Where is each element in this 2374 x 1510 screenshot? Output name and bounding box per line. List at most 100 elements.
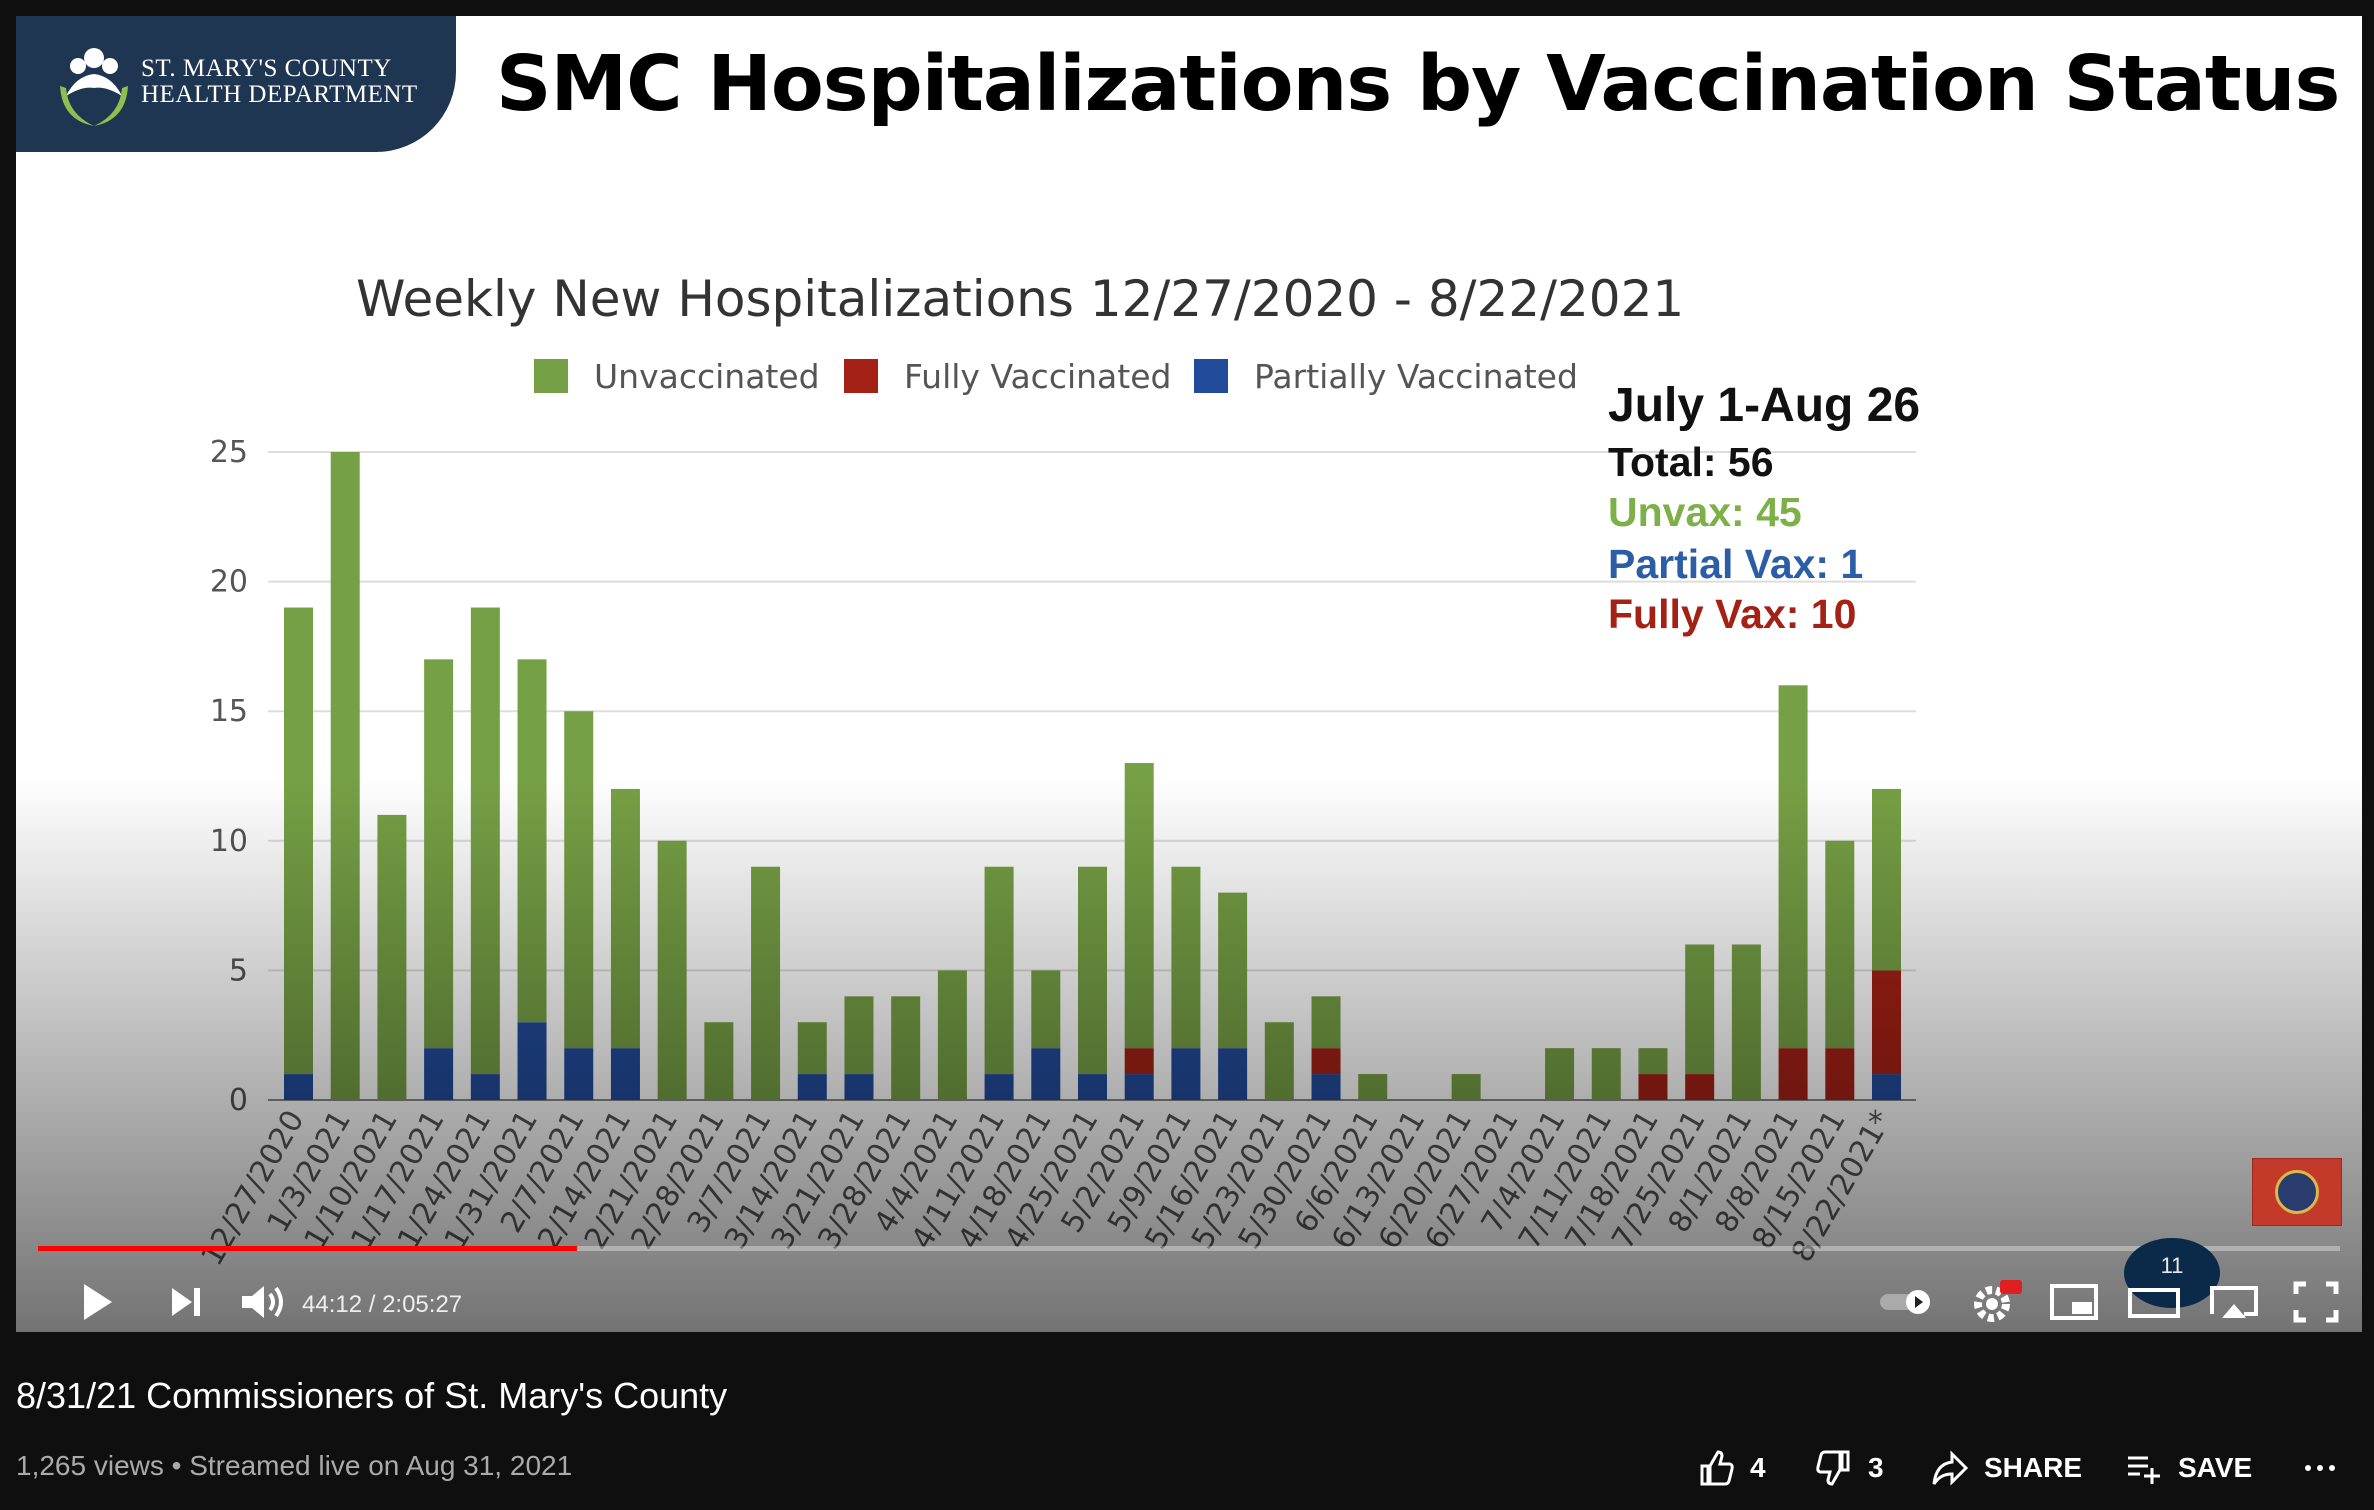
bar-partially-vaccinated <box>470 1074 500 1100</box>
bar-partially-vaccinated <box>424 1048 454 1100</box>
video-title: 8/31/21 Commissioners of St. Mary's Coun… <box>16 1375 728 1416</box>
bar-unvaccinated <box>610 788 640 1049</box>
annotation-fully: Fully Vax: 10 <box>1608 591 1856 637</box>
bar-unvaccinated <box>657 840 687 1100</box>
annotation-partial: Partial Vax: 1 <box>1608 541 1863 587</box>
chart-legend: Unvaccinated Fully Vaccinated Partially … <box>534 357 1578 396</box>
bar-unvaccinated <box>424 659 454 1049</box>
bar-unvaccinated <box>844 996 874 1075</box>
bar-unvaccinated <box>1171 866 1201 1049</box>
share-icon <box>1932 1450 1969 1486</box>
y-tick-label: 15 <box>210 694 248 729</box>
bar-unvaccinated <box>1545 1048 1575 1100</box>
y-tick-label: 5 <box>229 953 248 988</box>
bar-partially-vaccinated <box>1171 1048 1201 1100</box>
play-icon[interactable] <box>66 1272 126 1332</box>
bar-partially-vaccinated <box>517 1022 547 1100</box>
bar-partially-vaccinated <box>1078 1074 1107 1100</box>
theater-mode-icon[interactable] <box>2124 1272 2184 1332</box>
more-dots-icon <box>2305 1465 2335 1471</box>
health-department-logo: ST. MARY'S COUNTY HEALTH DEPARTMENT <box>16 16 456 152</box>
bar-unvaccinated <box>564 711 594 1049</box>
bar-fully-vaccinated <box>1825 1048 1855 1100</box>
hospitalizations-chart: Weekly New Hospitalizations 12/27/2020 -… <box>195 270 1920 1272</box>
legend-label-fully-vaccinated: Fully Vaccinated <box>904 357 1171 396</box>
bar-partially-vaccinated <box>1124 1074 1154 1100</box>
share-button[interactable]: SHARE <box>1930 1440 2082 1496</box>
bar-fully-vaccinated <box>1311 1048 1341 1075</box>
annotation-unvax: Unvax: 45 <box>1608 489 1802 535</box>
bar-unvaccinated <box>517 659 547 1023</box>
autoplay-toggle-icon[interactable] <box>1878 1272 1938 1332</box>
legend-swatch-fully-vaccinated <box>844 359 878 393</box>
bar-fully-vaccinated <box>1685 1074 1715 1100</box>
dislike-button[interactable]: 3 <box>1814 1440 1884 1496</box>
legend-swatch-partially-vaccinated <box>1194 359 1228 393</box>
bar-unvaccinated <box>1218 892 1248 1049</box>
bar-unvaccinated <box>1638 1048 1668 1075</box>
chapter-badge: 11 <box>2124 1238 2220 1308</box>
bar-partially-vaccinated <box>797 1074 827 1100</box>
save-button[interactable]: SAVE <box>2124 1440 2252 1496</box>
bar-unvaccinated <box>937 970 967 1100</box>
settings-icon[interactable] <box>1964 1272 2024 1332</box>
thumbs-down-icon <box>1816 1450 1850 1486</box>
dislike-count: 3 <box>1868 1452 1884 1483</box>
family-emblem-icon <box>60 48 128 126</box>
county-seal-icon <box>2275 1170 2319 1214</box>
add-to-playlist-icon <box>2128 1456 2160 1484</box>
bar-unvaccinated <box>704 1022 734 1100</box>
bar-unvaccinated <box>330 452 360 1100</box>
legend-label-partially-vaccinated: Partially Vaccinated <box>1254 357 1578 396</box>
bar-unvaccinated <box>797 1022 827 1075</box>
next-icon[interactable] <box>156 1272 216 1332</box>
cast-icon[interactable] <box>2204 1272 2264 1332</box>
fullscreen-icon[interactable] <box>2286 1272 2346 1332</box>
annotation-title: July 1-Aug 26 <box>1608 379 1920 432</box>
video-player[interactable]: ST. MARY'S COUNTY HEALTH DEPARTMENT SMC … <box>16 16 2362 1332</box>
bar-partially-vaccinated <box>984 1074 1014 1100</box>
bar-unvaccinated <box>1825 840 1855 1049</box>
video-meta: 1,265 views • Streamed live on Aug 31, 2… <box>16 1450 573 1481</box>
share-label: SHARE <box>1984 1452 2083 1483</box>
bar-fully-vaccinated <box>1778 1048 1808 1100</box>
chart-title: Weekly New Hospitalizations 12/27/2020 -… <box>356 270 1684 328</box>
bar-unvaccinated <box>284 607 313 1075</box>
legend-label-unvaccinated: Unvaccinated <box>594 357 820 396</box>
volume-icon[interactable] <box>232 1272 292 1332</box>
more-actions-button[interactable] <box>2300 1440 2340 1496</box>
like-button[interactable]: 4 <box>1696 1440 1766 1496</box>
bar-partially-vaccinated <box>284 1074 313 1100</box>
bar-unvaccinated <box>470 607 500 1075</box>
annotation-total: Total: 56 <box>1608 439 1774 485</box>
bar-partially-vaccinated <box>1872 1074 1901 1100</box>
logo-line-2: HEALTH DEPARTMENT <box>141 81 418 108</box>
bar-fully-vaccinated <box>1124 1048 1154 1075</box>
miniplayer-icon[interactable] <box>2044 1272 2104 1332</box>
bar-partially-vaccinated <box>1031 1048 1061 1100</box>
bar-fully-vaccinated <box>1872 970 1901 1075</box>
bar-unvaccinated <box>1078 866 1107 1075</box>
logo-line-1: ST. MARY'S COUNTY <box>141 55 392 82</box>
time-display: 44:12 / 2:05:27 <box>302 1291 463 1318</box>
y-tick-label: 20 <box>210 565 248 600</box>
bar-unvaccinated <box>1778 685 1808 1049</box>
bar-unvaccinated <box>1591 1048 1621 1100</box>
bar-unvaccinated <box>891 996 921 1100</box>
bar-fully-vaccinated <box>1638 1074 1668 1100</box>
bar-partially-vaccinated <box>610 1048 640 1100</box>
progress-played <box>38 1246 577 1251</box>
bar-partially-vaccinated <box>1218 1048 1248 1100</box>
bar-unvaccinated <box>1872 788 1901 971</box>
county-flag-watermark <box>2252 1158 2342 1226</box>
progress-bar[interactable] <box>38 1246 2340 1251</box>
y-tick-label: 10 <box>210 824 248 859</box>
bar-partially-vaccinated <box>844 1074 874 1100</box>
bar-unvaccinated <box>1731 944 1761 1100</box>
save-label: SAVE <box>2178 1452 2253 1483</box>
bar-partially-vaccinated <box>564 1048 594 1100</box>
bar-unvaccinated <box>1031 970 1061 1049</box>
like-count: 4 <box>1750 1452 1766 1483</box>
bar-unvaccinated <box>751 866 781 1100</box>
thumbs-up-icon <box>1700 1450 1734 1486</box>
